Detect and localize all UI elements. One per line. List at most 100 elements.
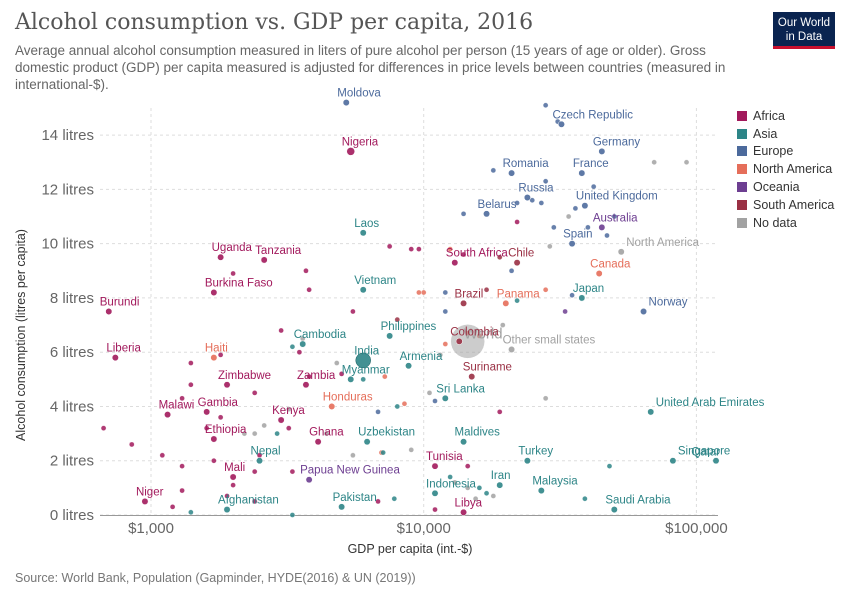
data-point-japan[interactable] [578, 294, 586, 302]
data-point-france[interactable] [578, 169, 586, 177]
data-point[interactable] [442, 289, 448, 296]
data-point[interactable] [572, 205, 579, 212]
data-point[interactable] [289, 512, 296, 518]
owid-logo[interactable]: Our World in Data [773, 12, 835, 49]
data-point-pakistan[interactable] [338, 503, 346, 511]
data-point-vietnam[interactable] [359, 286, 367, 294]
data-point-niger[interactable] [141, 497, 149, 505]
data-point-ghana[interactable] [314, 438, 322, 446]
data-point[interactable] [476, 485, 483, 491]
data-point-burkina-faso[interactable] [210, 289, 218, 296]
data-point[interactable] [416, 289, 422, 296]
data-point-papua-new-guinea[interactable] [305, 476, 313, 484]
data-point[interactable] [460, 251, 467, 258]
data-point-singapore[interactable] [669, 457, 677, 465]
data-point-chile[interactable] [513, 259, 521, 267]
legend-item[interactable]: Asia [737, 125, 834, 143]
data-point[interactable] [217, 352, 224, 358]
data-point-brazil[interactable] [460, 299, 468, 307]
data-point-mali[interactable] [229, 473, 237, 481]
data-point[interactable] [188, 382, 194, 388]
data-point[interactable] [252, 468, 258, 475]
data-point[interactable] [611, 213, 617, 220]
data-point[interactable] [274, 430, 280, 437]
data-point-malaysia[interactable] [537, 487, 545, 495]
data-point[interactable] [483, 287, 490, 293]
data-point[interactable] [360, 376, 366, 382]
data-point-russia[interactable] [523, 194, 531, 201]
data-point[interactable] [604, 232, 610, 239]
data-point-germany[interactable] [598, 147, 606, 155]
data-point-uganda[interactable] [217, 253, 225, 261]
data-point[interactable] [306, 373, 312, 380]
data-point[interactable] [465, 485, 471, 491]
data-point[interactable] [350, 452, 356, 458]
data-point[interactable] [483, 490, 490, 496]
data-point[interactable] [421, 289, 427, 296]
data-point-nigeria[interactable] [346, 147, 355, 156]
data-point[interactable] [538, 200, 544, 206]
data-point[interactable] [188, 509, 194, 515]
data-point-tunisia[interactable] [431, 462, 439, 470]
data-point-moldova[interactable] [342, 99, 350, 107]
data-point[interactable] [129, 441, 135, 448]
data-point[interactable] [179, 463, 185, 469]
data-point[interactable] [296, 349, 303, 355]
data-point[interactable] [217, 414, 224, 420]
data-point-gambia[interactable] [203, 408, 211, 416]
data-point-belarus[interactable] [483, 210, 491, 218]
data-point[interactable] [514, 219, 520, 225]
data-point[interactable] [159, 452, 165, 458]
data-point[interactable] [432, 398, 438, 404]
legend-item[interactable]: North America [737, 160, 834, 178]
data-point-other-small-states[interactable] [508, 346, 516, 353]
data-point-north-america[interactable] [617, 248, 625, 256]
data-point[interactable] [497, 409, 503, 415]
data-point-myanmar[interactable] [347, 375, 355, 383]
data-point[interactable] [447, 246, 453, 252]
data-point-indonesia[interactable] [431, 489, 439, 497]
data-point[interactable] [394, 316, 400, 323]
data-point-qatar[interactable] [712, 457, 720, 465]
data-point[interactable] [252, 390, 258, 396]
data-point-kenya[interactable] [277, 416, 285, 424]
data-point[interactable] [508, 268, 515, 274]
data-point-romania[interactable] [508, 169, 516, 177]
data-point-canada[interactable] [595, 270, 603, 277]
data-point[interactable] [303, 268, 309, 274]
data-point[interactable] [391, 496, 397, 502]
data-point[interactable] [565, 213, 572, 220]
data-point[interactable] [497, 254, 503, 260]
data-point[interactable] [585, 224, 591, 231]
data-point[interactable] [401, 401, 408, 407]
data-point-maldives[interactable] [460, 438, 468, 446]
data-point[interactable] [289, 344, 296, 350]
data-point-tanzania[interactable] [260, 256, 268, 264]
data-point-sri-lanka[interactable] [441, 394, 449, 402]
legend-item[interactable]: Oceania [737, 178, 834, 196]
data-point-philippines[interactable] [386, 332, 394, 340]
data-point[interactable] [408, 246, 414, 252]
data-point-norway[interactable] [640, 308, 648, 315]
data-point[interactable] [514, 200, 520, 206]
data-point[interactable] [460, 211, 467, 217]
data-point[interactable] [551, 224, 557, 231]
data-point[interactable] [261, 422, 267, 429]
data-point[interactable] [543, 395, 549, 401]
data-point[interactable] [375, 498, 381, 505]
data-point[interactable] [306, 287, 312, 293]
data-point-liberia[interactable] [111, 354, 119, 362]
data-point-afghanistan[interactable] [223, 506, 231, 514]
data-point[interactable] [252, 498, 258, 505]
data-point[interactable] [278, 327, 284, 334]
data-point[interactable] [408, 447, 414, 453]
data-point[interactable] [452, 479, 458, 486]
data-point-panama[interactable] [502, 299, 510, 307]
data-point[interactable] [465, 463, 471, 469]
data-point[interactable] [179, 395, 185, 401]
data-point[interactable] [569, 292, 575, 298]
data-point[interactable] [286, 425, 292, 431]
data-point-south-africa[interactable] [451, 259, 459, 267]
legend-item[interactable]: Europe [737, 143, 834, 161]
data-point[interactable] [394, 403, 400, 410]
